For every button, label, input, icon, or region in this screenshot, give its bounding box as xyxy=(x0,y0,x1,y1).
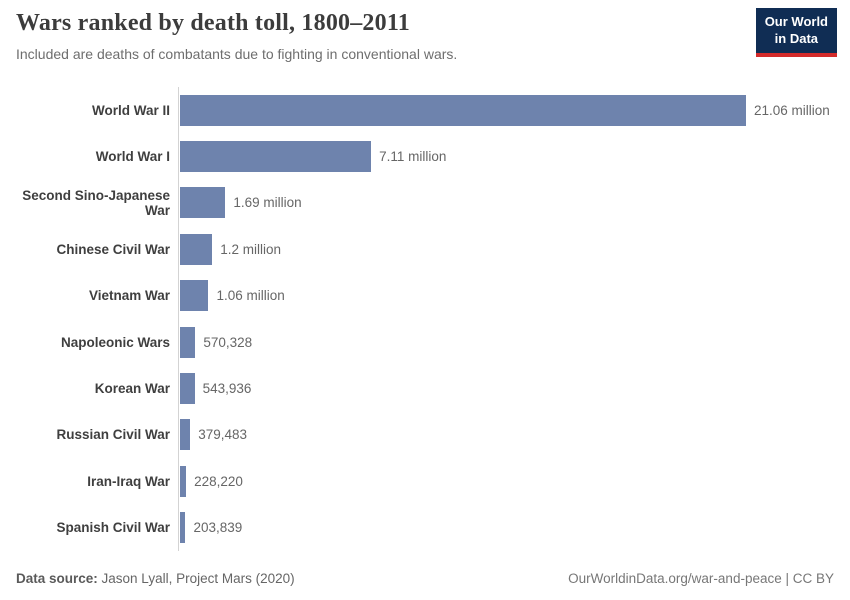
value-label: 1.2 million xyxy=(220,241,282,257)
chart-title: Wars ranked by death toll, 1800–2011 xyxy=(16,10,410,36)
value-label: 1.69 million xyxy=(233,195,302,211)
category-label: World War I xyxy=(95,149,170,165)
value-label: 228,220 xyxy=(194,473,243,489)
chart-row: Spanish Civil War 203,839 xyxy=(16,505,834,551)
chart-row: World War II 21.06 million xyxy=(16,87,834,133)
chart-row: World War I 7.11 million xyxy=(16,133,834,179)
chart-row: Vietnam War 1.06 million xyxy=(16,273,834,319)
chart-row: Russian Civil War 379,483 xyxy=(16,412,834,458)
bar[interactable] xyxy=(180,419,191,451)
y-axis-line xyxy=(178,87,179,551)
bar[interactable] xyxy=(180,187,226,219)
data-source-label: Data source: xyxy=(16,571,98,586)
bar-rows: World War II 21.06 million World War I 7.11… xyxy=(16,87,834,551)
bar[interactable] xyxy=(180,280,209,312)
data-source-text: Jason Lyall, Project Mars (2020) xyxy=(97,571,295,586)
data-source: Data source: Jason Lyall, Project Mars (… xyxy=(16,571,295,586)
chart-row: Chinese Civil War 1.2 million xyxy=(16,226,834,272)
chart-row: Napoleonic Wars 570,328 xyxy=(16,319,834,365)
category-label: Korean War xyxy=(94,381,170,397)
value-label: 203,839 xyxy=(193,520,243,536)
chart-subtitle: Included are deaths of combatants due to… xyxy=(16,46,458,62)
bar-chart: World War II 21.06 million World War I 7.11… xyxy=(16,87,834,551)
chart-row: Korean War 543,936 xyxy=(16,365,834,411)
category-label: Napoleonic Wars xyxy=(60,334,170,350)
chart-header: Wars ranked by death toll, 1800–2011 Inc… xyxy=(16,10,730,62)
value-label: 543,936 xyxy=(202,381,252,397)
bar[interactable] xyxy=(180,94,746,126)
owid-logo-line1: Our World xyxy=(764,14,828,29)
value-label: 570,328 xyxy=(203,334,253,350)
category-label: Second Sino-Japanese War xyxy=(22,187,170,218)
category-label: Chinese Civil War xyxy=(56,241,170,257)
owid-logo-line2: in Data xyxy=(774,30,819,46)
value-label: 1.06 million xyxy=(216,288,285,304)
value-label: 21.06 million xyxy=(754,102,830,118)
category-label: Iran-Iraq War xyxy=(87,473,170,489)
bar[interactable] xyxy=(180,465,187,497)
bar[interactable] xyxy=(180,326,196,358)
attribution-link[interactable]: OurWorldinData.org/war-and-peace | CC BY xyxy=(568,571,834,586)
bar[interactable] xyxy=(180,233,213,265)
owid-logo[interactable]: Our World in Data xyxy=(755,8,837,57)
bar[interactable] xyxy=(180,141,372,173)
bar[interactable] xyxy=(180,373,195,405)
chart-row: Second Sino-Japanese War 1.69 million xyxy=(16,180,834,226)
value-label: 7.11 million xyxy=(379,149,447,165)
category-label: World War II xyxy=(91,102,170,118)
category-label: Vietnam War xyxy=(88,288,170,304)
value-label: 379,483 xyxy=(198,427,247,443)
category-label: Russian Civil War xyxy=(56,427,170,443)
chart-footer: Data source: Jason Lyall, Project Mars (… xyxy=(16,571,834,586)
chart-row: Iran-Iraq War 228,220 xyxy=(16,458,834,504)
bar[interactable] xyxy=(180,512,186,544)
category-label: Spanish Civil War xyxy=(56,520,170,536)
